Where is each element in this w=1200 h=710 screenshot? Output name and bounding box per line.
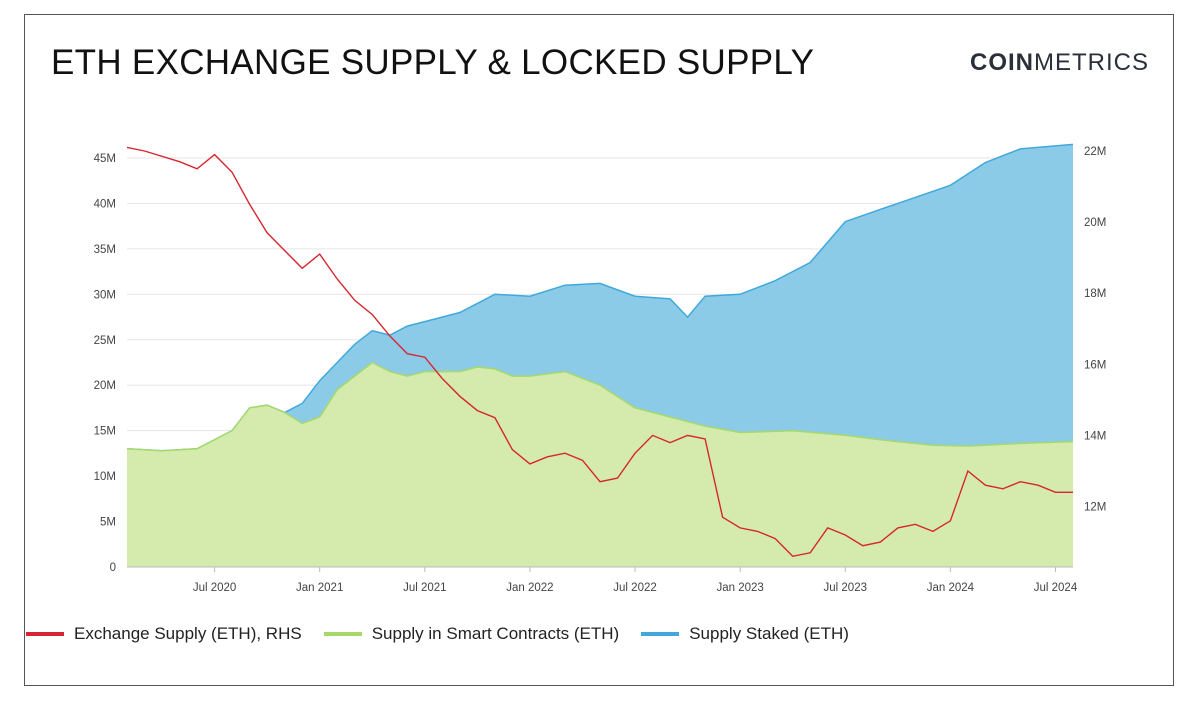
chart-legend: Exchange Supply (ETH), RHS Supply in Sma… [26,624,849,644]
left-axis-tick-label: 10M [94,471,116,483]
legend-item-exchange: Exchange Supply (ETH), RHS [26,624,302,644]
legend-label-staked: Supply Staked (ETH) [689,624,849,643]
left-axis-tick-label: 45M [94,153,116,165]
x-axis-tick-label: Jan 2024 [927,582,975,594]
legend-swatch-staked [641,632,680,636]
area-supply-smart-contracts [127,362,1073,567]
coinmetrics-logo: COINMETRICS [970,49,1149,77]
left-axis-tick-label: 15M [94,426,116,438]
legend-item-contracts: Supply in Smart Contracts (ETH) [323,624,620,644]
right-axis-tick-label: 18M [1084,288,1106,300]
left-axis-tick-label: 40M [94,198,116,210]
legend-swatch-contracts [323,632,362,636]
right-axis-tick-label: 22M [1084,146,1106,158]
x-axis-tick-label: Jul 2024 [1034,582,1078,594]
line-supply-smart-contracts [126,361,1074,452]
x-axis-tick-label: Jul 2022 [613,582,656,594]
legend-swatch-exchange [26,632,64,636]
legend-item-staked: Supply Staked (ETH) [641,624,849,644]
legend-label-contracts: Supply in Smart Contracts (ETH) [371,624,620,643]
logo-bold-text: COIN [970,49,1034,76]
right-axis-tick-label: 20M [1084,217,1106,229]
x-axis-tick-label: Jan 2022 [506,582,553,594]
x-axis-tick-label: Jul 2023 [824,582,867,594]
left-axis-tick-label: 35M [94,244,116,256]
left-axis-tick-label: 5M [100,517,116,529]
chart-title: ETH EXCHANGE SUPPLY & LOCKED SUPPLY [51,43,815,82]
x-axis-tick-label: Jan 2023 [716,582,763,594]
right-axis-tick-label: 14M [1084,430,1106,442]
line-exchange-supply [126,146,1073,558]
right-axis-tick-label: 12M [1084,502,1106,514]
left-axis-tick-label: 20M [94,380,116,392]
left-axis-tick-label: 30M [94,289,116,301]
left-axis-tick-label: 25M [94,335,116,347]
x-axis-tick-label: Jul 2020 [193,582,236,594]
x-axis-tick-label: Jul 2021 [403,582,446,594]
left-axis-tick-label: 0 [110,562,116,574]
legend-label-exchange: Exchange Supply (ETH), RHS [74,624,302,643]
right-axis-tick-label: 16M [1084,359,1106,371]
logo-light-text: METRICS [1034,49,1149,76]
x-axis-tick-label: Jan 2021 [296,582,343,594]
